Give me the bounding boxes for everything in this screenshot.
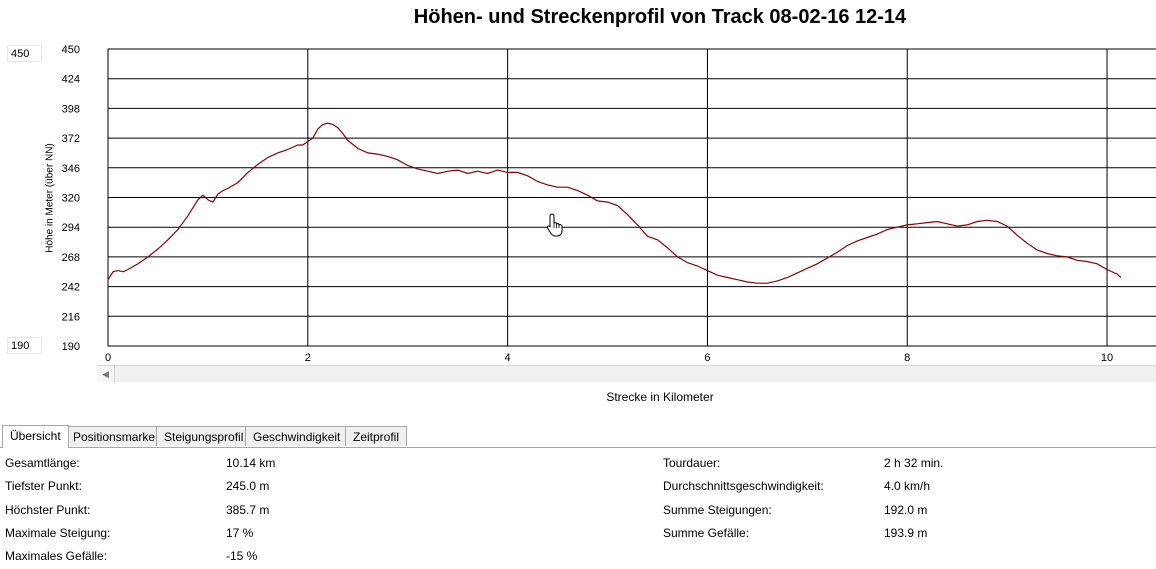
stat-label: Maximales Gefälle: xyxy=(5,549,108,563)
x-tick-label: 6 xyxy=(704,352,710,364)
stat-value: 193.9 m xyxy=(884,526,928,540)
y-tick-label: 398 xyxy=(62,103,80,115)
stat-label: Summe Gefälle: xyxy=(663,526,750,540)
y-tick-label: 190 xyxy=(62,341,80,353)
stat-label: Höchster Punkt: xyxy=(5,503,91,517)
x-tick-label: 2 xyxy=(305,352,311,364)
stat-value: 245.0 m xyxy=(226,479,270,493)
hand-pointer-icon xyxy=(546,213,563,237)
elevation-profile-plot[interactable]: 450 424 398 372 346 320 294 268 242 216 190 0 2 4 6 8 1… xyxy=(0,0,1156,390)
x-tick-label: 4 xyxy=(505,352,511,364)
stat-value: 17 % xyxy=(226,526,254,540)
stat-label: Tiefster Punkt: xyxy=(5,479,82,493)
stat-value: 192.0 m xyxy=(884,503,928,517)
y-tick-label: 294 xyxy=(62,222,80,234)
y-tick-label: 424 xyxy=(62,74,80,86)
stat-label: Tourdauer: xyxy=(663,456,721,470)
y-tick-label: 320 xyxy=(62,193,80,205)
tab-4[interactable]: Zeitprofil xyxy=(345,426,408,446)
y-tick-label: 242 xyxy=(62,282,80,294)
y-min-input[interactable]: 190 xyxy=(7,337,42,354)
chart-title: Höhen- und Streckenprofil von Track 08-0… xyxy=(413,6,907,28)
stat-label: Gesamtlänge: xyxy=(5,456,80,470)
stat-label: Maximale Steigung: xyxy=(5,526,111,540)
stat-value: 2 h 32 min. xyxy=(884,456,944,470)
x-tick-label: 10 xyxy=(1101,352,1113,364)
stat-value: -15 % xyxy=(226,549,258,563)
y-tick-label: 268 xyxy=(62,252,80,264)
y-tick-label: 372 xyxy=(62,133,80,145)
y-tick-label: 450 xyxy=(62,44,80,56)
stat-label: Summe Steigungen: xyxy=(663,503,772,517)
tab-1[interactable]: Positionsmarke xyxy=(65,426,164,446)
y-tick-label: 216 xyxy=(62,311,80,323)
stat-label: Durchschnittsgeschwindigkeit: xyxy=(663,479,824,493)
elevation-profile-line xyxy=(107,122,1122,284)
arrow-left-icon[interactable]: ◀ xyxy=(97,366,115,382)
stat-value: 385.7 m xyxy=(226,503,270,517)
x-axis-label: Strecke in Kilometer xyxy=(606,390,714,404)
tab-0[interactable]: Übersicht xyxy=(2,425,69,448)
stat-value: 10.14 km xyxy=(226,456,276,470)
elevation-chart-panel: Höhen- und Streckenprofil von Track 08-0… xyxy=(0,0,1156,404)
x-tick-label: 8 xyxy=(904,352,910,364)
horizontal-scrollbar[interactable]: ◀ xyxy=(97,365,1156,382)
tab-2[interactable]: Steigungsprofil xyxy=(156,426,252,446)
stat-value: 4.0 km/h xyxy=(884,479,931,493)
overview-panel: Gesamtlänge: 10.14 km Tiefster Punkt: 245.0… xyxy=(0,448,1156,569)
x-tick-label: 0 xyxy=(105,352,111,364)
tab-bar: Übersicht Positionsmarke Steigungsprofil Ge… xyxy=(0,425,1156,448)
tab-3[interactable]: Geschwindigkeit xyxy=(245,426,349,446)
y-tick-label: 346 xyxy=(62,163,80,175)
y-max-input[interactable]: 450 xyxy=(7,45,42,62)
